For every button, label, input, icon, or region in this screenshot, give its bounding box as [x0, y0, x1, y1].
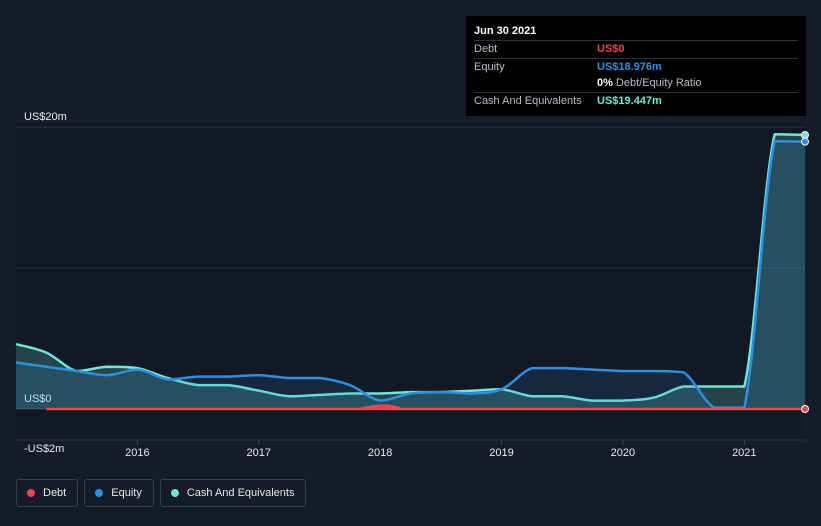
tooltip-row-label: Cash And Equivalents	[474, 94, 582, 107]
equity-line	[15, 140, 806, 409]
x-tick-label: 2017	[247, 447, 271, 459]
tooltip-row-value: 0%	[597, 77, 613, 90]
debt-endpoint	[801, 405, 809, 414]
legend: Debt Equity Cash And Equivalents	[16, 479, 307, 507]
y-tick-label: -US$2m	[24, 443, 64, 455]
legend-item-equity[interactable]: Equity	[84, 479, 154, 507]
x-tick-label: 2016	[125, 447, 149, 459]
legend-item-cash[interactable]: Cash And Equivalents	[159, 479, 307, 507]
tooltip-row-value: US$18.976m	[597, 60, 662, 73]
legend-dot-icon	[27, 489, 35, 497]
tooltip-row-equity: Equity US$18.976m	[474, 57, 798, 76]
legend-label: Cash And Equivalents	[186, 487, 295, 499]
tooltip-row-value: US$0	[597, 43, 625, 56]
legend-item-debt[interactable]: Debt	[16, 479, 79, 507]
legend-dot-icon	[95, 489, 104, 497]
x-tick-label: 2018	[368, 447, 392, 459]
tooltip-row-label: Debt	[474, 43, 498, 56]
debt-line	[46, 404, 805, 411]
tooltip-row-ratio: 0% Debt/Equity Ratio	[474, 75, 798, 92]
legend-label: Equity	[111, 487, 142, 499]
x-tick-label: 2020	[611, 447, 635, 459]
y-tick-label: US$0	[24, 393, 52, 405]
cash-and-equivalents-area	[16, 134, 805, 410]
cash-and-equivalents-endpoint	[801, 131, 809, 140]
tooltip-row-cash: Cash And Equivalents US$19.447m	[474, 91, 798, 110]
tooltip-date: Jun 30 2021	[474, 25, 537, 37]
tooltip-row-debt: Debt US$0	[474, 40, 798, 58]
equity-endpoint	[801, 137, 809, 146]
legend-dot-icon	[170, 489, 179, 497]
tooltip-row-value: US$19.447m	[597, 94, 662, 107]
tooltip-ratio-label: Debt/Equity Ratio	[615, 77, 702, 90]
x-tick-label: 2019	[489, 447, 513, 459]
x-tick-label: 2021	[732, 447, 756, 459]
plot-background	[16, 123, 805, 440]
tooltip: Jun 30 2021 Debt US$0 Equity US$18.976m …	[466, 16, 806, 116]
tooltip-row-label: Equity	[474, 60, 505, 73]
legend-label: Debt	[43, 487, 67, 499]
equity-area	[16, 141, 805, 410]
y-tick-label: US$20m	[24, 111, 67, 123]
